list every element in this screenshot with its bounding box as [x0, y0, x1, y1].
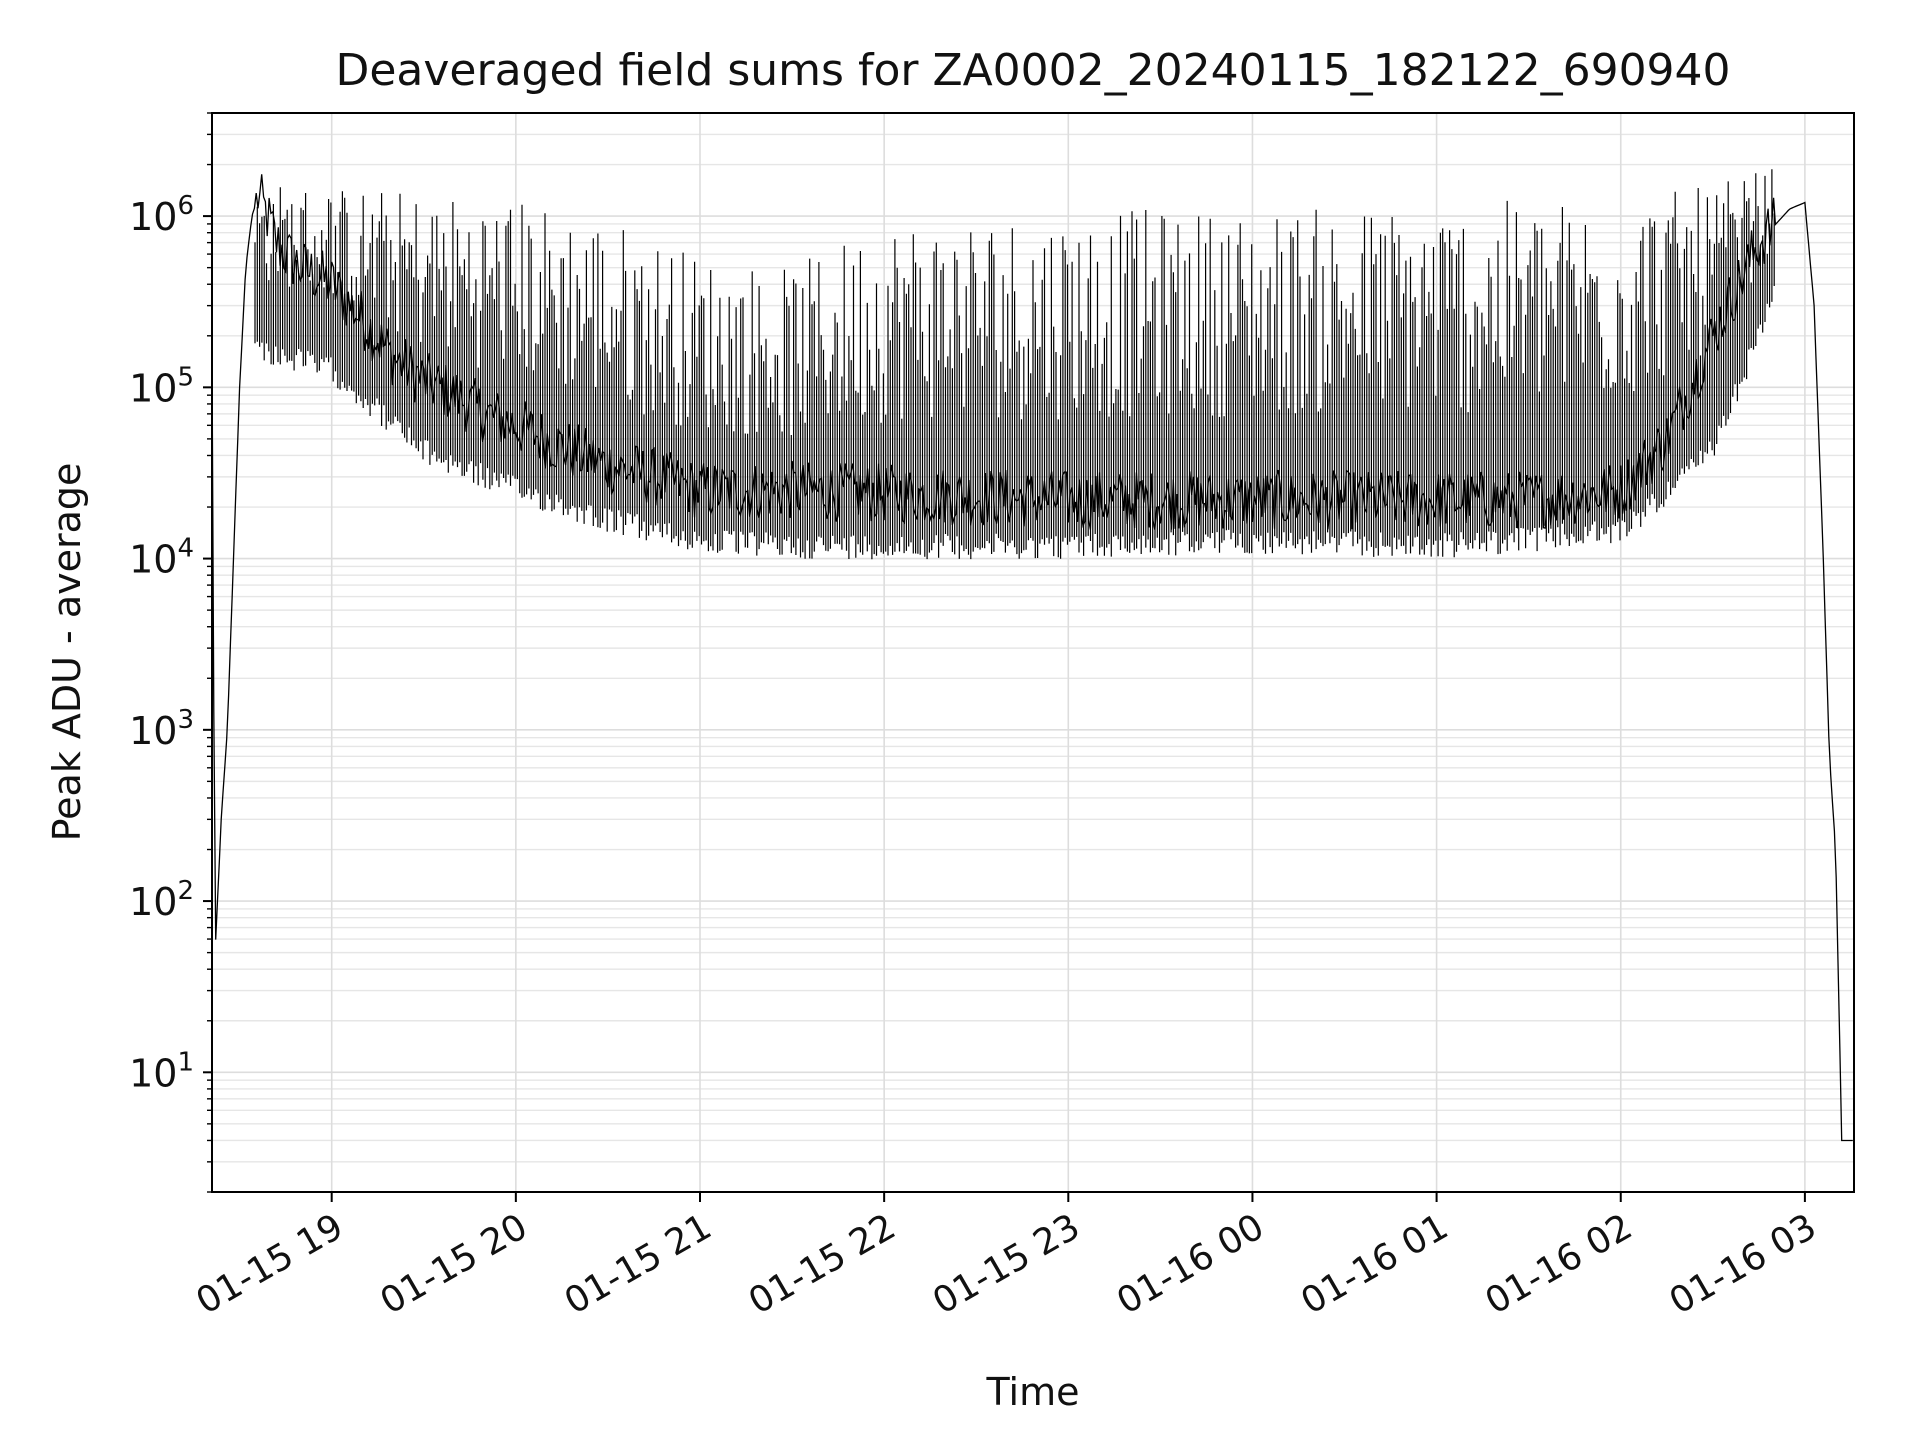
y-axis-label: Peak ADU - average	[45, 463, 89, 842]
x-axis-label: Time	[986, 1370, 1080, 1414]
major-grid	[212, 113, 1854, 1192]
y-tick-label: 101	[129, 1047, 194, 1095]
chart-title: Deaveraged field sums for ZA0002_2024011…	[335, 45, 1730, 96]
data-spikes	[254, 169, 1775, 560]
plot-frame	[211, 112, 1855, 1193]
series-line	[211, 174, 1853, 1142]
